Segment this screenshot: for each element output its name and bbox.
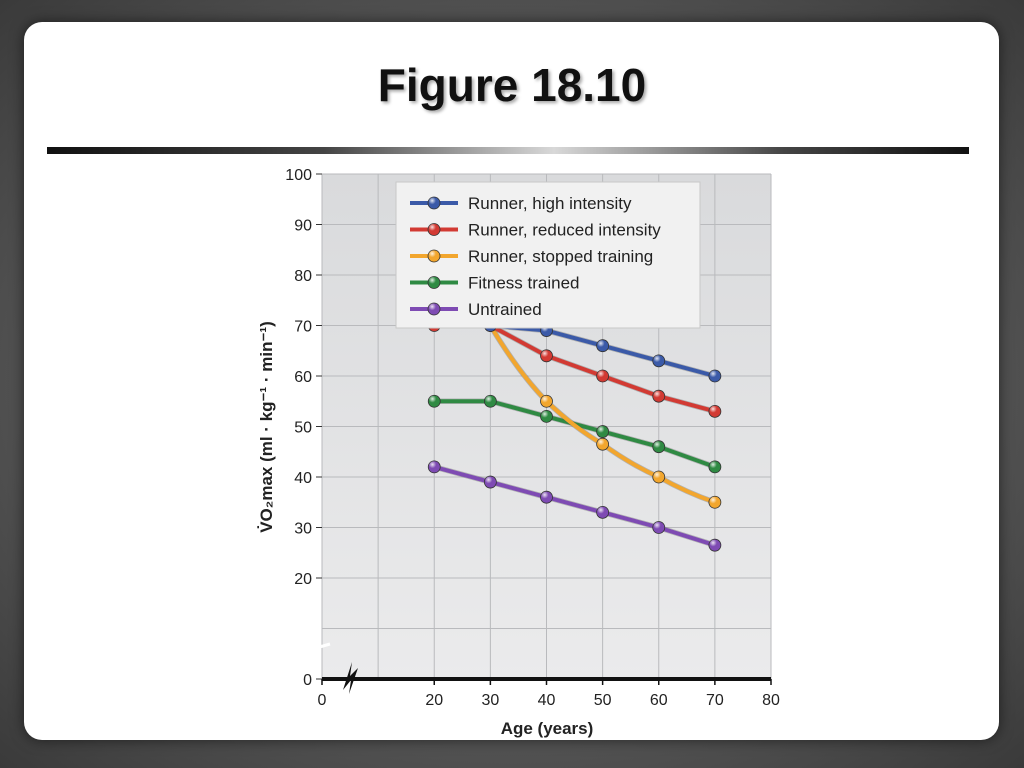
y-axis-label: V̇O₂max (ml · kg⁻¹ · min⁻¹) bbox=[257, 321, 276, 533]
data-point-highlight bbox=[596, 370, 609, 382]
data-point-highlight bbox=[540, 491, 553, 504]
legend-label: Fitness trained bbox=[468, 274, 580, 293]
y-axis-ticks: 0 20 30 40 50 60 70 80 90 100 bbox=[285, 167, 322, 689]
legend-swatch-highlight bbox=[428, 303, 440, 315]
y-tick-label: 60 bbox=[294, 369, 312, 386]
legend-swatch-highlight bbox=[428, 250, 440, 262]
data-point-highlight bbox=[484, 395, 497, 408]
data-point-highlight bbox=[596, 506, 609, 519]
y-tick-label: 50 bbox=[294, 420, 312, 437]
x-tick-label: 70 bbox=[706, 692, 724, 709]
legend-swatch-highlight bbox=[428, 223, 440, 236]
data-point-highlight bbox=[652, 354, 665, 367]
y-tick-label: 70 bbox=[294, 319, 312, 336]
title-divider bbox=[47, 147, 969, 154]
x-axis-ticks: 0 20 30 40 50 60 70 80 bbox=[318, 679, 780, 709]
legend-swatch-highlight bbox=[428, 276, 440, 289]
data-point-highlight bbox=[540, 349, 553, 362]
series-4 bbox=[427, 460, 722, 552]
data-point-highlight bbox=[540, 410, 553, 423]
data-point-highlight bbox=[596, 425, 609, 438]
y-tick-label: 90 bbox=[294, 218, 312, 235]
data-point-highlight bbox=[428, 460, 441, 473]
series-line bbox=[433, 464, 716, 548]
data-point-highlight bbox=[708, 496, 721, 509]
legend: Runner, high intensity Runner, reduced in… bbox=[395, 181, 701, 329]
x-tick-label: 30 bbox=[481, 692, 499, 709]
legend-swatch-highlight bbox=[428, 197, 440, 209]
y-tick-label: 80 bbox=[294, 268, 312, 285]
data-point-highlight bbox=[652, 390, 665, 403]
y-tick-label: 40 bbox=[294, 470, 312, 487]
data-point-highlight bbox=[652, 521, 665, 534]
axis-break-gap-icon bbox=[315, 642, 331, 650]
data-point-highlight bbox=[708, 539, 721, 552]
x-tick-label: 50 bbox=[594, 692, 612, 709]
data-point-highlight bbox=[652, 440, 665, 453]
data-point-highlight bbox=[708, 460, 721, 473]
legend-label: Untrained bbox=[468, 300, 542, 319]
legend-label: Runner, high intensity bbox=[468, 194, 632, 213]
y-tick-label: 100 bbox=[285, 167, 312, 184]
legend-label: Runner, reduced intensity bbox=[468, 221, 661, 240]
data-point-highlight bbox=[652, 471, 665, 483]
x-tick-label: 60 bbox=[650, 692, 668, 709]
data-point-highlight bbox=[484, 476, 497, 489]
axis-break-icon bbox=[343, 662, 358, 694]
series-2 bbox=[483, 319, 722, 509]
data-point-highlight bbox=[708, 405, 721, 418]
x-tick-label: 80 bbox=[762, 692, 780, 709]
y-tick-label: 0 bbox=[303, 672, 312, 689]
slide-title: Figure 18.10 bbox=[377, 59, 647, 111]
y-tick-label: 20 bbox=[294, 571, 312, 588]
data-point-highlight bbox=[708, 370, 721, 382]
x-axis-label: Age (years) bbox=[501, 719, 594, 738]
data-point-highlight bbox=[596, 339, 609, 352]
x-tick-label: 0 bbox=[318, 692, 327, 709]
x-tick-label: 40 bbox=[538, 692, 556, 709]
legend-label: Runner, stopped training bbox=[468, 247, 653, 266]
data-point-highlight bbox=[540, 395, 553, 408]
y-tick-label: 30 bbox=[294, 521, 312, 538]
x-tick-label: 20 bbox=[425, 692, 443, 709]
data-point-highlight bbox=[428, 395, 441, 408]
data-point-highlight bbox=[596, 438, 609, 451]
